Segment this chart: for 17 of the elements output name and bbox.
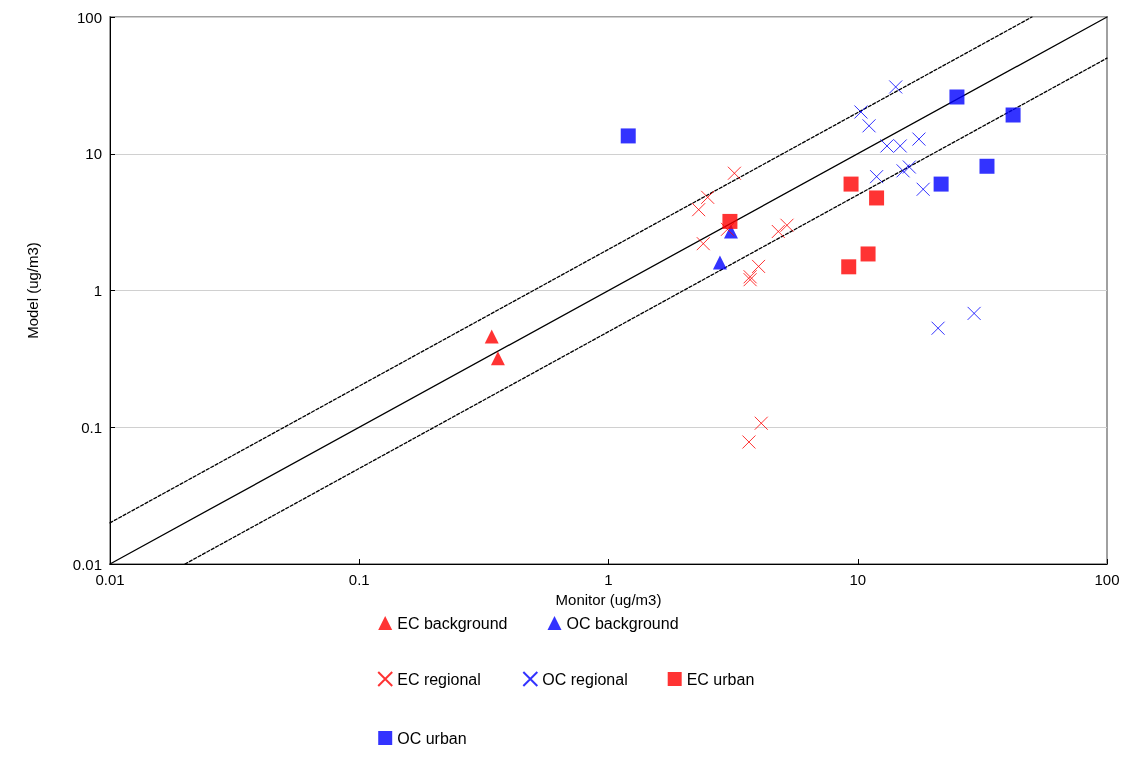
legend-label: EC urban bbox=[686, 670, 755, 688]
legend-label: OC regional bbox=[542, 670, 628, 688]
legend-label: EC background bbox=[397, 614, 508, 632]
y-axis-title: Model (ug/m3) bbox=[24, 242, 41, 339]
y-tick-label: 0.1 bbox=[81, 418, 102, 436]
x-axis-title: Monitor (ug/m3) bbox=[555, 591, 662, 608]
x-tick-label: 1 bbox=[604, 571, 613, 588]
legend-label: EC regional bbox=[397, 670, 481, 688]
legend-label: OC urban bbox=[397, 729, 467, 747]
x-tick-label: 100 bbox=[1094, 571, 1120, 588]
y-tick-label: 100 bbox=[76, 8, 102, 26]
x-tick-label: 10 bbox=[849, 571, 867, 588]
y-tick-label: 10 bbox=[85, 145, 102, 163]
y-tick-label: 0.01 bbox=[72, 555, 102, 573]
x-tick-label: 0.1 bbox=[348, 571, 370, 588]
legend-label: OC background bbox=[566, 614, 679, 632]
y-tick-label: 1 bbox=[93, 282, 102, 299]
